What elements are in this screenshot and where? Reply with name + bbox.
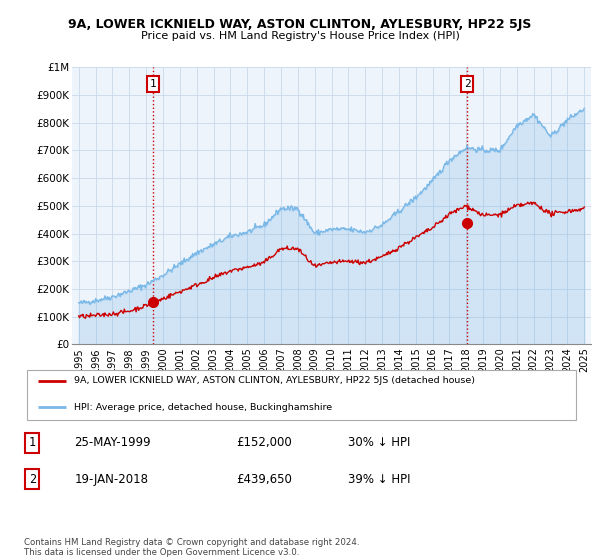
Text: £152,000: £152,000 xyxy=(236,436,292,450)
Text: 19-JAN-2018: 19-JAN-2018 xyxy=(74,473,148,486)
Text: Contains HM Land Registry data © Crown copyright and database right 2024.
This d: Contains HM Land Registry data © Crown c… xyxy=(24,538,359,557)
Text: 9A, LOWER ICKNIELD WAY, ASTON CLINTON, AYLESBURY, HP22 5JS: 9A, LOWER ICKNIELD WAY, ASTON CLINTON, A… xyxy=(68,18,532,31)
Text: 30% ↓ HPI: 30% ↓ HPI xyxy=(347,436,410,450)
FancyBboxPatch shape xyxy=(27,370,577,420)
Text: 1: 1 xyxy=(29,436,36,450)
Text: 2: 2 xyxy=(29,473,36,486)
Text: £439,650: £439,650 xyxy=(236,473,292,486)
Text: HPI: Average price, detached house, Buckinghamshire: HPI: Average price, detached house, Buck… xyxy=(74,403,332,412)
Text: 25-MAY-1999: 25-MAY-1999 xyxy=(74,436,151,450)
Text: 39% ↓ HPI: 39% ↓ HPI xyxy=(347,473,410,486)
Text: 1: 1 xyxy=(149,79,156,89)
Text: Price paid vs. HM Land Registry's House Price Index (HPI): Price paid vs. HM Land Registry's House … xyxy=(140,31,460,41)
Text: 9A, LOWER ICKNIELD WAY, ASTON CLINTON, AYLESBURY, HP22 5JS (detached house): 9A, LOWER ICKNIELD WAY, ASTON CLINTON, A… xyxy=(74,376,475,385)
Text: 2: 2 xyxy=(464,79,470,89)
